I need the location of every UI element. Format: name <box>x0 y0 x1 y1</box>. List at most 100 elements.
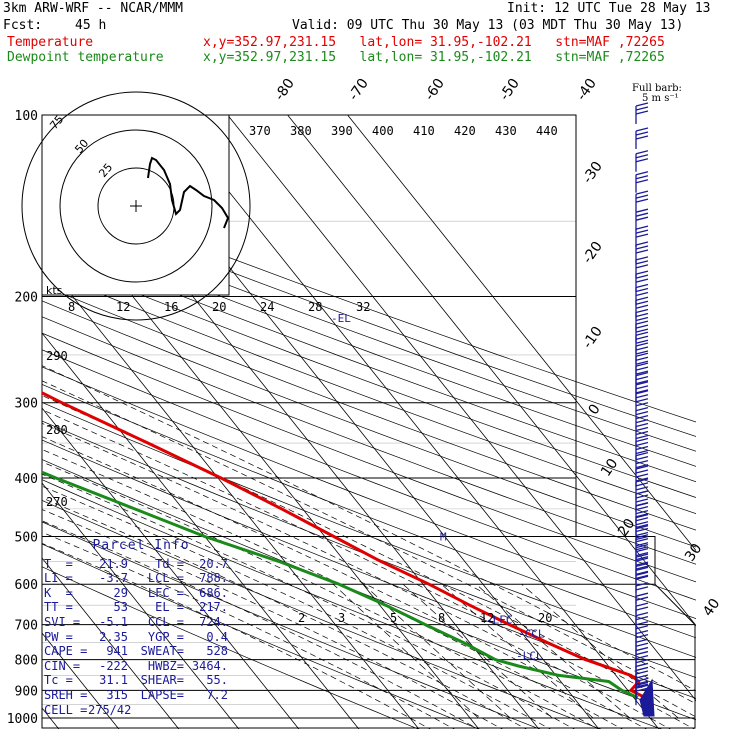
wind-barb-flag <box>635 646 649 652</box>
theta-label: 400 <box>372 124 394 138</box>
wind-barb-flag <box>635 552 649 557</box>
parcel-info-row: TT = 53 EL = 217. <box>44 600 238 615</box>
wind-barb-flag <box>635 328 649 333</box>
temperature-tick-label: -30 <box>580 159 606 187</box>
wind-barb-flag <box>635 666 649 672</box>
wind-barb-flag <box>635 517 649 522</box>
wind-barb-flag <box>635 352 649 357</box>
wind-barb-flag <box>635 241 649 246</box>
wind-barbs <box>635 102 655 717</box>
wind-barb-flag <box>635 449 649 455</box>
wind-barb-flag <box>635 566 649 571</box>
wind-barb-flag <box>635 372 649 377</box>
parcel-info-cell: HWBZ= <box>147 658 184 673</box>
moist-adiabat <box>42 497 527 729</box>
wind-barb-flag <box>635 463 649 469</box>
wind-barb-flag <box>635 527 649 533</box>
temperature-legend: Temperature <box>7 35 94 50</box>
parcel-info-cell: LCL = <box>147 571 184 586</box>
mixing-ratio-label: 3 <box>338 611 345 625</box>
wind-barb-flag <box>635 175 649 180</box>
wind-barb-flag <box>635 455 649 461</box>
parcel-info-row: CIN = -222 HWBZ= 3464. <box>44 659 238 674</box>
parcel-info-cell: 53 <box>113 600 128 615</box>
wind-barb-flag <box>635 402 649 407</box>
pressure-tick-label: 200 <box>15 291 38 306</box>
parcel-info-title: Parcel Info <box>92 538 190 553</box>
parcel-info-cell: SWEAT= <box>140 644 184 659</box>
pressure-tick-label: 500 <box>15 530 38 545</box>
wind-barb-flag <box>635 135 649 140</box>
dewpoint-location: x,y=352.97,231.15 lat,lon= 31.95,-102.21… <box>203 50 665 65</box>
wind-barb-flag <box>635 592 649 597</box>
forecast-hours: 45 h <box>75 18 107 33</box>
wind-barb-flag <box>635 490 649 495</box>
temperature-tick-label: -40 <box>574 76 600 104</box>
mixing-ratio-label: 12 <box>480 611 494 625</box>
dry-adiabat <box>42 439 696 699</box>
wind-barb-flag <box>635 459 649 465</box>
wind-barb-flag <box>635 264 649 269</box>
wind-barb-flag <box>635 638 649 643</box>
isotherm-line <box>287 115 696 627</box>
level-marker-el: -EL <box>331 312 351 325</box>
dry-adiabat <box>42 211 696 452</box>
parcel-info-row: SVI = -5.1 CCL = 724. <box>44 615 238 630</box>
wind-barb-flag <box>635 350 649 355</box>
parcel-info-row: CELL =275/42 <box>44 703 238 718</box>
hodograph-units: kts <box>46 284 63 297</box>
surface-barb-cluster <box>639 678 655 717</box>
wind-barb-flag <box>635 225 649 230</box>
wind-barb-flag <box>635 582 649 587</box>
wind-barb-flag <box>635 571 649 576</box>
parcel-info-cell: 217. <box>199 600 228 615</box>
wind-barb-flag <box>635 287 649 293</box>
wind-barb-flag <box>635 565 649 570</box>
temperature-tick-label: -20 <box>580 239 606 267</box>
wind-barb-flag <box>635 324 649 329</box>
diagram-frame <box>41 114 696 729</box>
hodograph-ring <box>21 91 251 321</box>
dry-adiabat <box>42 384 696 639</box>
wind-barb-flag <box>635 535 649 541</box>
moist-adiabat <box>42 422 671 729</box>
parcel-info-cell: 724. <box>199 614 228 629</box>
wind-barb-flag <box>635 681 649 687</box>
isotherm-line <box>42 407 300 729</box>
wind-barb-flag <box>635 278 649 283</box>
wind-barb-flag <box>635 557 649 562</box>
wind-barb-flag <box>635 256 649 261</box>
wind-barb-flag <box>635 158 649 163</box>
wind-barb-flag <box>635 538 649 543</box>
theta-label: 380 <box>290 124 312 138</box>
wind-barb-flag <box>635 562 649 567</box>
wind-barb-flag <box>635 381 649 386</box>
wind-barb-flag <box>635 233 649 238</box>
dry-adiabat <box>42 240 696 483</box>
wind-barb-flag <box>635 684 649 689</box>
wind-barb-flag <box>635 670 649 675</box>
wind-barb-flag <box>635 544 649 549</box>
hodograph-ring <box>59 129 213 283</box>
wind-barb-flag <box>635 229 649 234</box>
wind-barb-flag <box>635 606 649 611</box>
parcel-info-cell: 3464. <box>191 658 228 673</box>
wind-barb-flag <box>635 521 649 526</box>
plot-border <box>41 114 696 729</box>
wind-barb-flag <box>635 441 649 447</box>
temperature-tick-label: -50 <box>497 76 523 104</box>
wind-barb-flag <box>635 654 649 660</box>
wind-barb-flag <box>635 602 649 607</box>
dry-adiabat <box>42 420 696 678</box>
wind-barb-flag <box>635 615 649 621</box>
theta-label: 440 <box>536 124 558 138</box>
wind-barb-flag <box>635 534 649 539</box>
moist-adiabat <box>42 531 455 729</box>
wind-barb-flag <box>635 422 649 428</box>
moist-adiabat <box>42 520 479 729</box>
wind-barb-flag <box>635 575 649 580</box>
wind-barb-flag <box>635 312 649 318</box>
theta-label: 370 <box>249 124 271 138</box>
parcel-info-cell: SREH = <box>44 687 88 702</box>
parcel-info-cell: 315 <box>106 687 128 702</box>
